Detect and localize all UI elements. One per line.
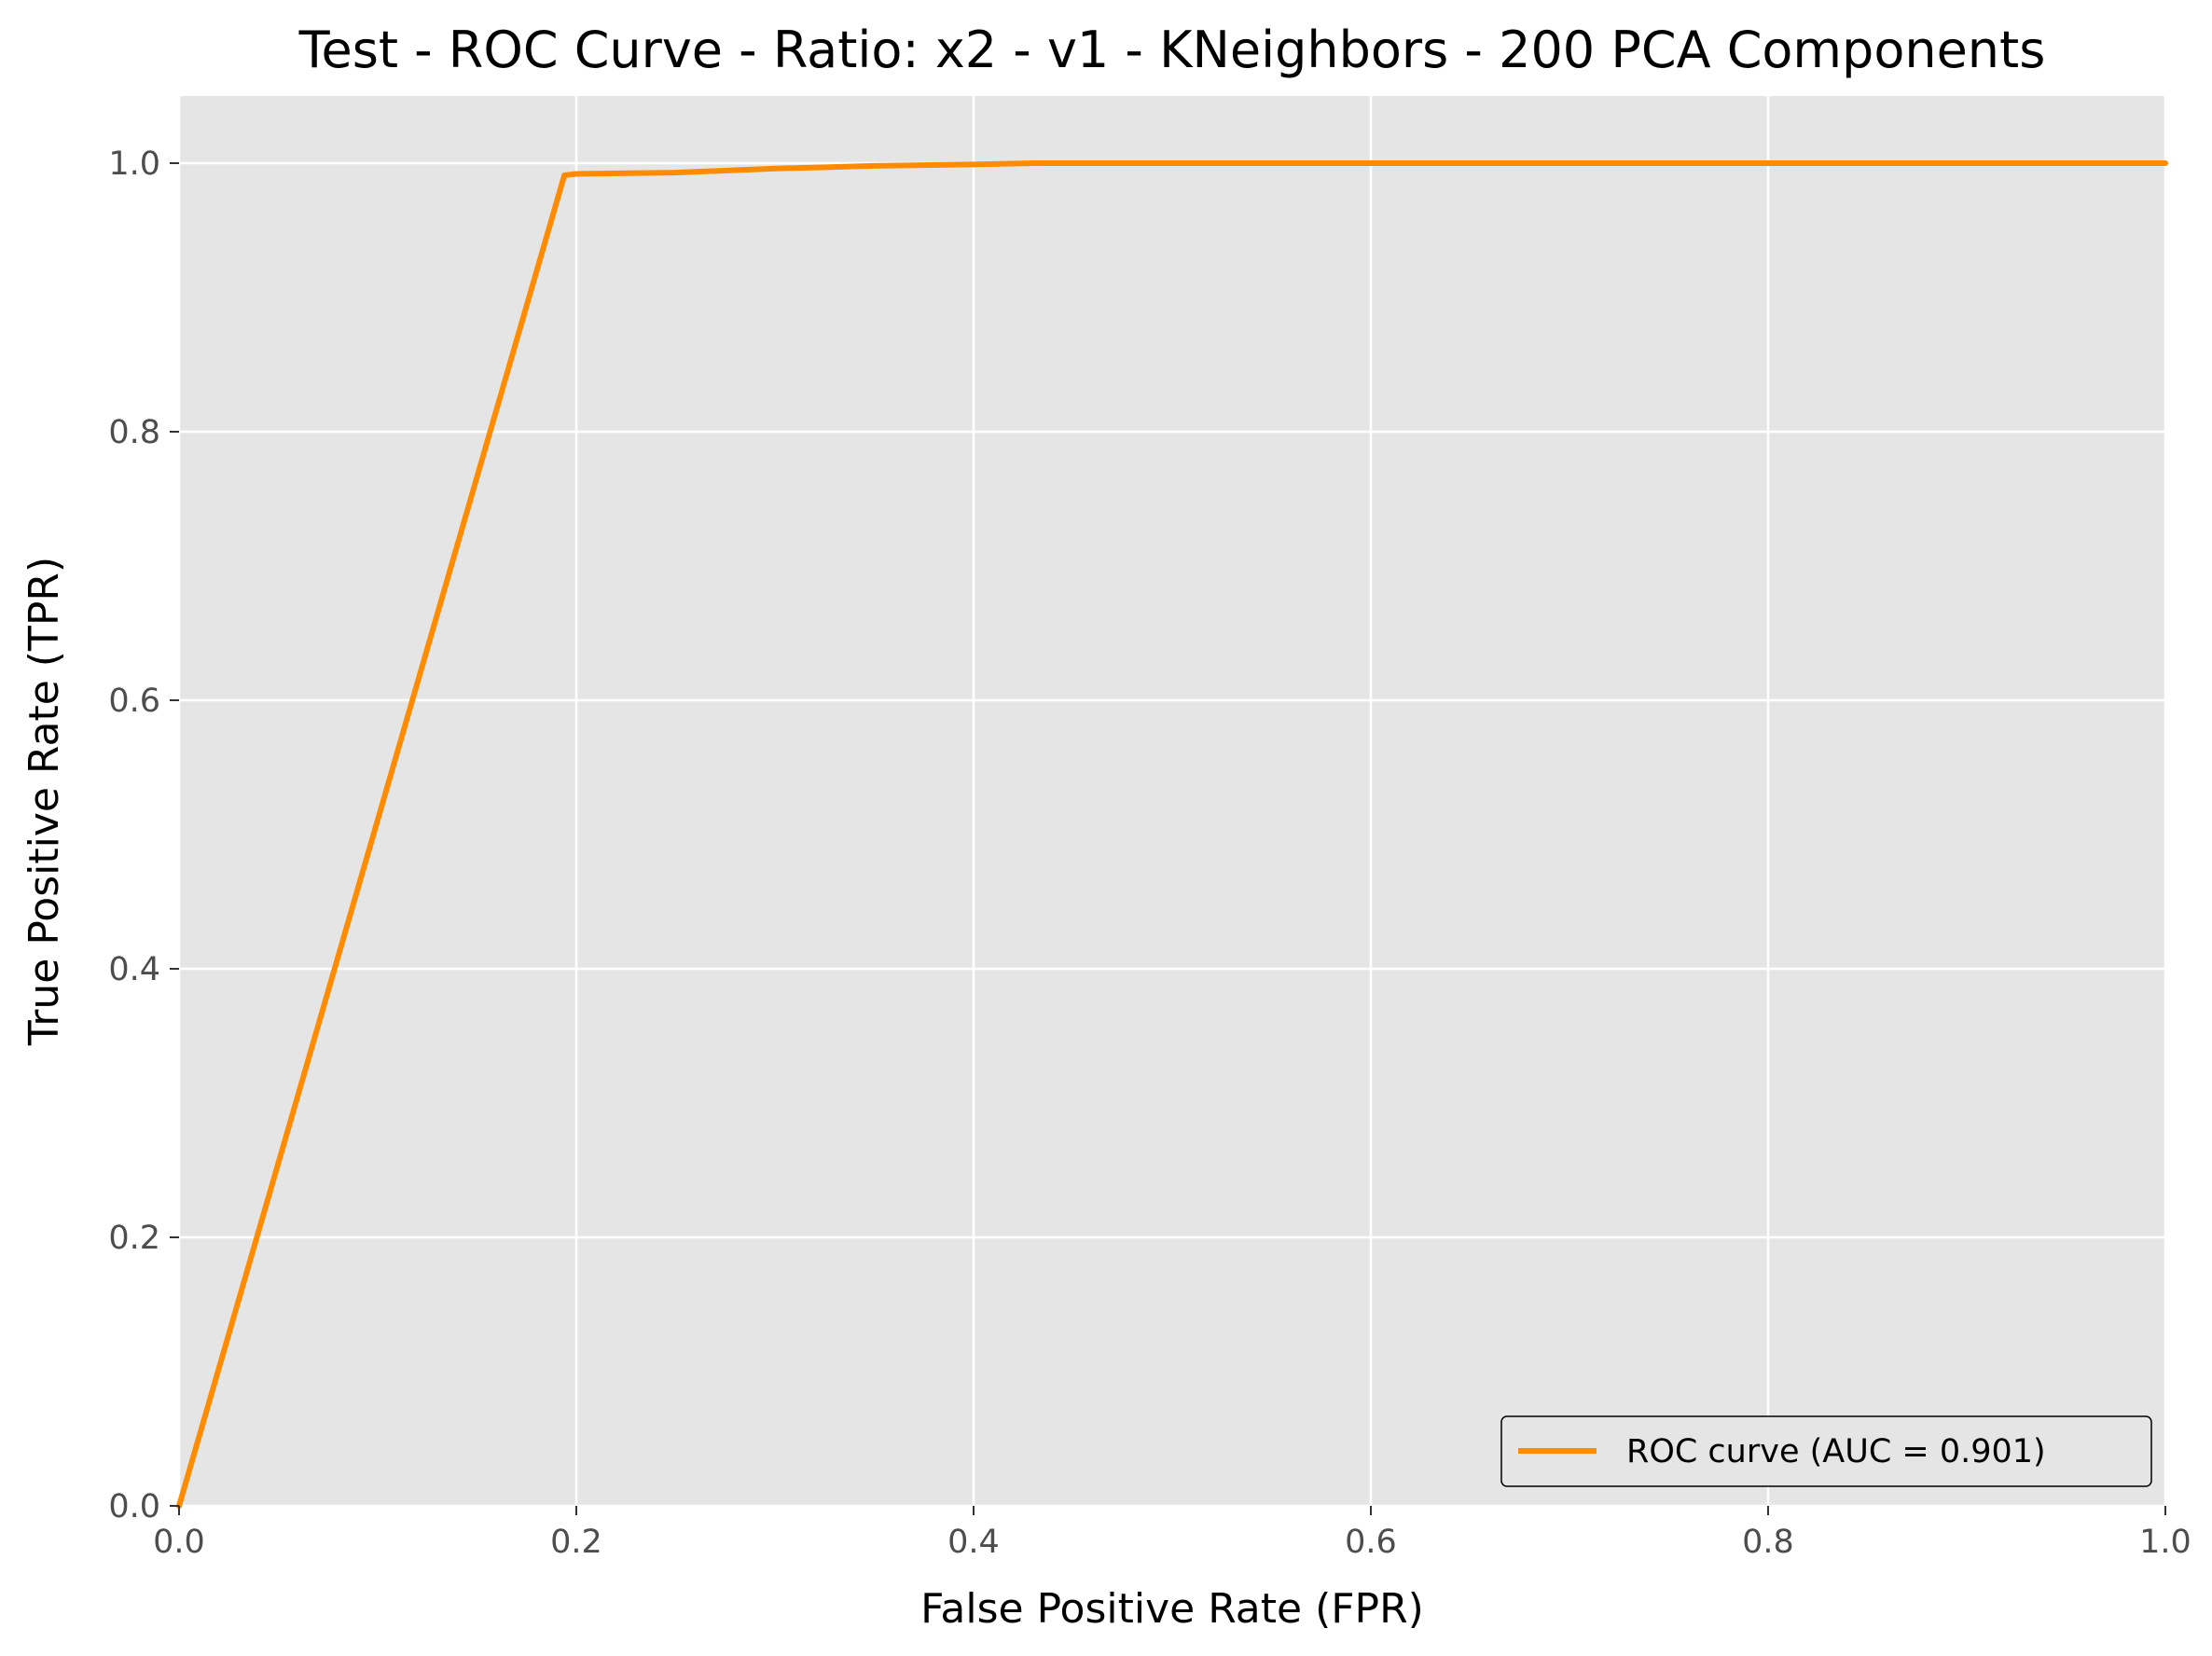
x-tick-label: 0.6 xyxy=(1345,1524,1397,1561)
y-tick-label: 0.0 xyxy=(108,1488,160,1525)
y-tick-label: 0.8 xyxy=(108,414,160,451)
x-tick-label: 0.2 xyxy=(550,1524,602,1561)
x-axis-label: False Positive Rate (FPR) xyxy=(920,1585,1424,1633)
roc-curve-line xyxy=(176,160,2168,1509)
x-axis-ticks: 0.0 0.2 0.4 0.6 0.8 1.0 xyxy=(153,1506,2191,1561)
y-tick-label: 0.6 xyxy=(108,683,160,720)
y-axis-label: True Positive Rate (TPR) xyxy=(21,557,68,1046)
grid-lines xyxy=(177,96,2167,1508)
chart-title: Test - ROC Curve - Ratio: x2 - v1 - KNei… xyxy=(298,21,2046,79)
legend-box xyxy=(1500,1415,2152,1487)
legend: ROC curve (AUC = 0.901) xyxy=(1500,1415,2152,1487)
x-tick-label: 0.0 xyxy=(153,1524,205,1561)
y-tick-label: 1.0 xyxy=(108,145,160,183)
plot-area xyxy=(179,96,2165,1506)
y-tick-label: 0.4 xyxy=(108,951,160,988)
legend-label-roc: ROC curve (AUC = 0.901) xyxy=(1626,1433,2046,1470)
series-layer xyxy=(176,160,2168,1509)
y-axis-ticks: 0.0 0.2 0.4 0.6 0.8 1.0 xyxy=(108,145,179,1525)
x-tick-label: 0.4 xyxy=(947,1524,1000,1561)
x-tick-label: 0.8 xyxy=(1742,1524,1794,1561)
x-tick-label: 1.0 xyxy=(2139,1524,2191,1561)
y-tick-label: 0.2 xyxy=(108,1220,160,1257)
